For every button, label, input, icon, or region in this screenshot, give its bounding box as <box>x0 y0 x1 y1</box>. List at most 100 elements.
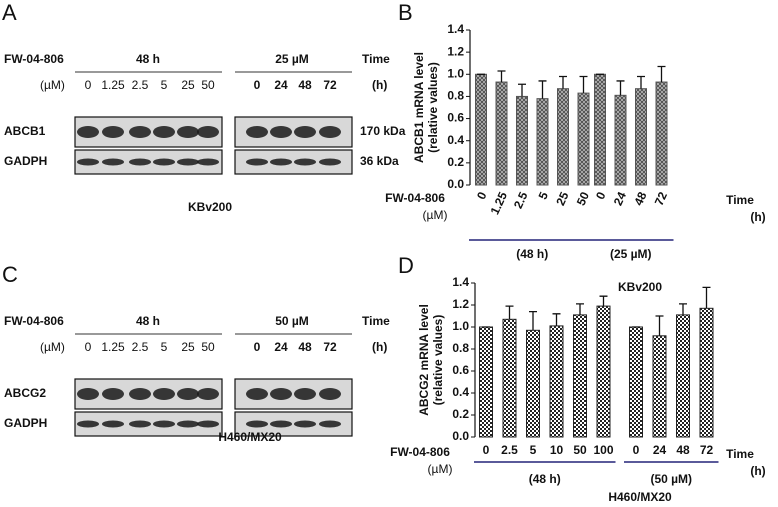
y-tick-label: 1.0 <box>452 319 469 333</box>
band <box>153 158 175 166</box>
x-tick-label: 0 <box>474 189 490 201</box>
band <box>270 126 292 138</box>
x-tick-label: 0 <box>593 189 609 201</box>
y-axis-label: (relative values) <box>431 315 445 406</box>
band <box>177 126 199 138</box>
band <box>197 388 219 400</box>
lane-label: 5 <box>161 340 168 354</box>
x-tick-label: 100 <box>593 443 613 457</box>
lane-label: 48 <box>298 78 312 92</box>
lane-label: 24 <box>274 78 288 92</box>
error-bar <box>576 303 584 315</box>
bar <box>596 305 611 438</box>
bar <box>549 325 564 438</box>
compound-label: FW-04-806 <box>385 191 445 205</box>
y-tick-label: 0.6 <box>452 363 469 377</box>
group-label: 48 h <box>136 314 160 328</box>
band <box>77 158 99 166</box>
band <box>129 388 151 400</box>
time-unit: (h) <box>750 210 765 224</box>
x-tick-label: 24 <box>611 189 629 207</box>
error-bar <box>529 310 537 331</box>
y-tick-label: 1.0 <box>447 66 464 80</box>
lane-label: 24 <box>274 340 288 354</box>
conc-unit: (µM) <box>40 78 65 92</box>
bar <box>502 318 517 438</box>
bar <box>536 98 549 186</box>
x-tick-label: 2.5 <box>511 189 531 210</box>
bar <box>577 92 590 186</box>
cell-line: H460/MX20 <box>218 430 282 444</box>
lane-label: 5 <box>161 78 168 92</box>
time-label: Time <box>362 314 390 328</box>
group-label: (25 µM) <box>610 247 652 261</box>
lane-label: 2.5 <box>132 78 149 92</box>
bar <box>479 326 493 438</box>
lane-label: 25 <box>181 78 195 92</box>
error-bar <box>657 65 666 83</box>
lane-label: 2.5 <box>132 340 149 354</box>
conc-unit: (µM) <box>423 208 448 222</box>
x-tick-label: 72 <box>700 443 714 457</box>
group-label: 48 h <box>136 52 160 66</box>
y-tick-label: 0.2 <box>447 155 464 169</box>
band <box>294 420 316 428</box>
band <box>294 158 316 166</box>
band <box>294 388 316 400</box>
x-tick-label: 0 <box>633 443 640 457</box>
panel-letter: A <box>2 0 17 25</box>
lane-label: 1.25 <box>101 78 125 92</box>
lane-label: 0 <box>254 78 261 92</box>
time-label: Time <box>362 52 390 66</box>
time-label: Time <box>726 193 754 207</box>
band <box>319 158 341 166</box>
size-label: 170 kDa <box>360 124 406 138</box>
y-tick-label: 0.8 <box>447 89 464 103</box>
band <box>246 420 268 428</box>
cell-line: KBv200 <box>618 280 662 294</box>
error-bar <box>518 83 526 97</box>
error-bar <box>616 80 625 96</box>
band <box>129 420 151 428</box>
band <box>153 388 175 400</box>
group-label: (48 h) <box>529 472 561 486</box>
lane-label: 0 <box>254 340 261 354</box>
error-bar <box>538 80 547 99</box>
bar <box>495 81 508 186</box>
cell-line: KBv200 <box>188 200 232 214</box>
y-axis-label: (relative values) <box>426 62 440 153</box>
band <box>246 388 268 400</box>
band <box>102 126 124 138</box>
y-tick-label: 0.4 <box>447 133 464 147</box>
x-tick-label: 25 <box>553 189 571 207</box>
band <box>197 158 219 166</box>
band <box>197 126 219 138</box>
band <box>246 158 268 166</box>
conc-unit: (µM) <box>40 340 65 354</box>
band <box>77 126 99 138</box>
time-unit: (h) <box>750 464 765 478</box>
bar <box>655 81 668 186</box>
bar <box>629 326 643 438</box>
lane-label: 50 <box>201 78 215 92</box>
time-unit: (h) <box>372 78 387 92</box>
lane-label: 50 <box>201 340 215 354</box>
bar <box>635 88 647 186</box>
y-tick-label: 1.2 <box>452 297 469 311</box>
y-tick-label: 0.2 <box>452 407 469 421</box>
group-label: 50 µM <box>275 314 309 328</box>
band <box>129 158 151 166</box>
band <box>270 420 292 428</box>
lane-label: 1.25 <box>101 340 125 354</box>
x-tick-label: 0 <box>483 443 490 457</box>
bar <box>557 88 569 186</box>
band <box>177 388 199 400</box>
x-tick-label: 5 <box>536 189 552 201</box>
bar <box>676 314 690 438</box>
band <box>153 126 175 138</box>
compound-label: FW-04-806 <box>4 314 64 328</box>
compound-label: FW-04-806 <box>390 445 450 459</box>
error-bar <box>505 305 514 320</box>
y-tick-label: 1.2 <box>447 44 464 58</box>
